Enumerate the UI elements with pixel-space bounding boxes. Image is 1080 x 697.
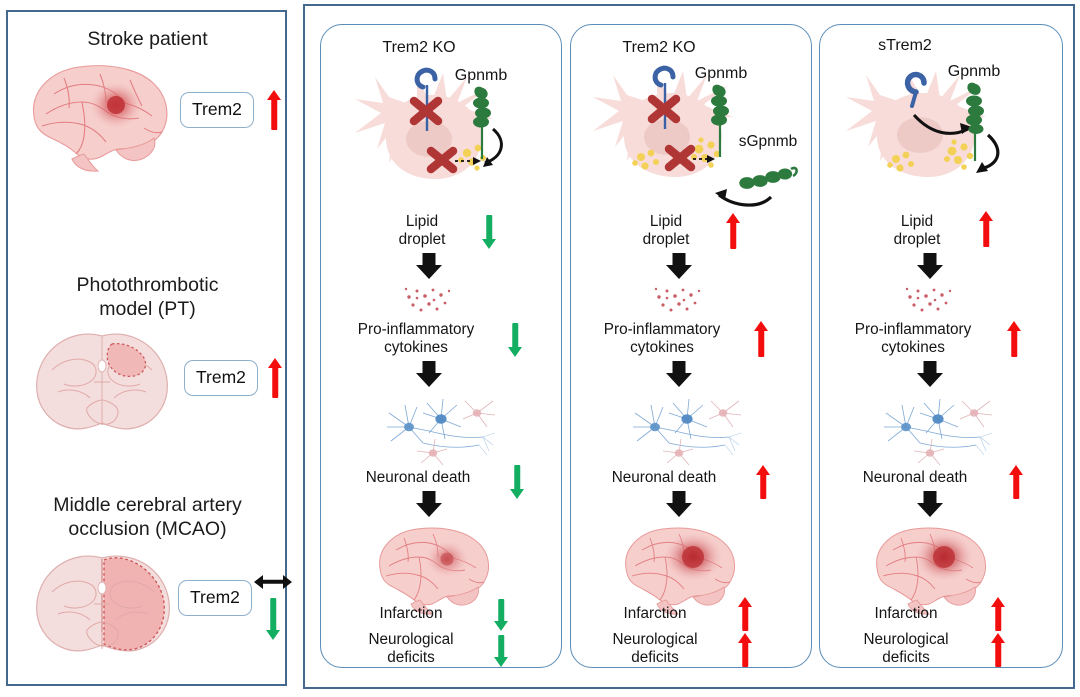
outcome-brain-icon (868, 521, 1008, 617)
flow-arrow (415, 491, 443, 517)
neurons-icon (880, 393, 1000, 467)
step-label-cytokines: Pro-inflammatory cytokines (854, 321, 972, 356)
step-label-neurological-deficits: Neurological deficits (612, 631, 698, 666)
trend-arrow-up (267, 357, 283, 398)
step-arrow-cytokines (1006, 321, 1022, 357)
step-arrow-neurological-deficits (737, 633, 753, 667)
microglia-cell-icon (828, 57, 1056, 239)
step-arrow-neuronal-death (755, 465, 771, 499)
trend-arrow-down (265, 597, 281, 640)
outcome-brain-icon (617, 521, 757, 617)
flow-arrow (916, 253, 944, 279)
soluble-ligand-label: sGpnmb (738, 133, 798, 150)
step-label-neurological-deficits: Neurological deficits (368, 631, 454, 666)
neurons-icon (629, 393, 749, 467)
step-label-infarction: Infarction (623, 605, 687, 622)
marker-box: Trem2 (184, 359, 258, 396)
case-mcao: Middle cerebral artery occlusion (MCAO) (8, 482, 292, 697)
step-label-cytokines: Pro-inflammatory cytokines (603, 321, 721, 356)
step-label-neuronal-death: Neuronal death (862, 469, 968, 486)
receptor-label: Trem2 KO (382, 39, 456, 56)
step-arrow-lipid-droplet (978, 211, 994, 247)
flow-arrow (665, 253, 693, 279)
flow-arrow (916, 491, 944, 517)
flow-arrow (415, 253, 443, 279)
human-brain-lateral-infarct-icon (24, 58, 179, 178)
flow-arrow (916, 361, 944, 387)
step-label-lipid-droplet: Lipid droplet (642, 213, 690, 248)
step-arrow-infarction (493, 599, 509, 631)
case-title: Stroke patient (87, 28, 208, 50)
step-arrow-neuronal-death (1008, 465, 1024, 499)
step-arrow-cytokines (753, 321, 769, 357)
ligand-label: Gpnmb (694, 65, 748, 82)
case-stroke-patient: Stroke patient (8, 16, 287, 241)
receptor-label: Trem2 KO (622, 39, 696, 56)
marker-box: Trem2 (178, 579, 252, 616)
step-arrow-cytokines (507, 323, 523, 357)
marker-box: Trem2 (180, 91, 254, 128)
mouse-coronal-section-pt-lesion-icon (32, 330, 172, 440)
receptor-label: sTrem2 (878, 37, 932, 54)
step-arrow-neuronal-death (509, 465, 525, 499)
step-arrow-infarction (990, 597, 1006, 631)
clinical-models-frame: Stroke patient (6, 10, 292, 686)
microglia-cell-icon (331, 59, 555, 239)
step-label-infarction: Infarction (874, 605, 938, 622)
step-label-cytokines: Pro-inflammatory cytokines (357, 321, 475, 356)
mouse-coronal-section-mcao-lesion-icon (32, 552, 177, 662)
case-title: Photothrombotic model (PT) (76, 274, 219, 320)
step-label-infarction: Infarction (379, 605, 443, 622)
flow-arrow (665, 361, 693, 387)
ligand-label: Gpnmb (454, 67, 508, 84)
step-arrow-neurological-deficits (493, 635, 509, 667)
trend-arrow-bidirectional (254, 574, 292, 590)
panel-trem2-ko-plus-sgpnmb: Trem2 KO Gpnmb sGpnmb (570, 24, 812, 668)
ligand-label: Gpnmb (947, 63, 1001, 80)
cytokine-particles-icon (900, 283, 960, 319)
cytokine-particles-icon (399, 283, 459, 319)
case-photothrombotic-model: Photothrombotic model (PT) (8, 262, 287, 477)
panel-trem2-ko: Trem2 KO Gpnmb (320, 24, 562, 668)
cytokine-particles-icon (649, 283, 709, 319)
step-label-neuronal-death: Neuronal death (611, 469, 717, 486)
outcome-brain-icon (371, 521, 511, 617)
step-arrow-lipid-droplet (481, 215, 497, 249)
flow-arrow (665, 491, 693, 517)
flow-arrow (415, 361, 443, 387)
step-label-neuronal-death: Neuronal death (365, 469, 471, 486)
neurons-icon (383, 393, 503, 467)
microglia-cell-icon (575, 57, 807, 239)
trend-arrow-up (266, 89, 282, 130)
step-arrow-lipid-droplet (725, 213, 741, 249)
case-title: Middle cerebral artery occlusion (MCAO) (53, 494, 242, 540)
step-label-lipid-droplet: Lipid droplet (398, 213, 446, 248)
step-arrow-neurological-deficits (990, 633, 1006, 667)
panel-strem2: sTrem2 Gpnmb (819, 24, 1063, 668)
step-arrow-infarction (737, 597, 753, 631)
step-label-neurological-deficits: Neurological deficits (863, 631, 949, 666)
step-label-lipid-droplet: Lipid droplet (893, 213, 941, 248)
